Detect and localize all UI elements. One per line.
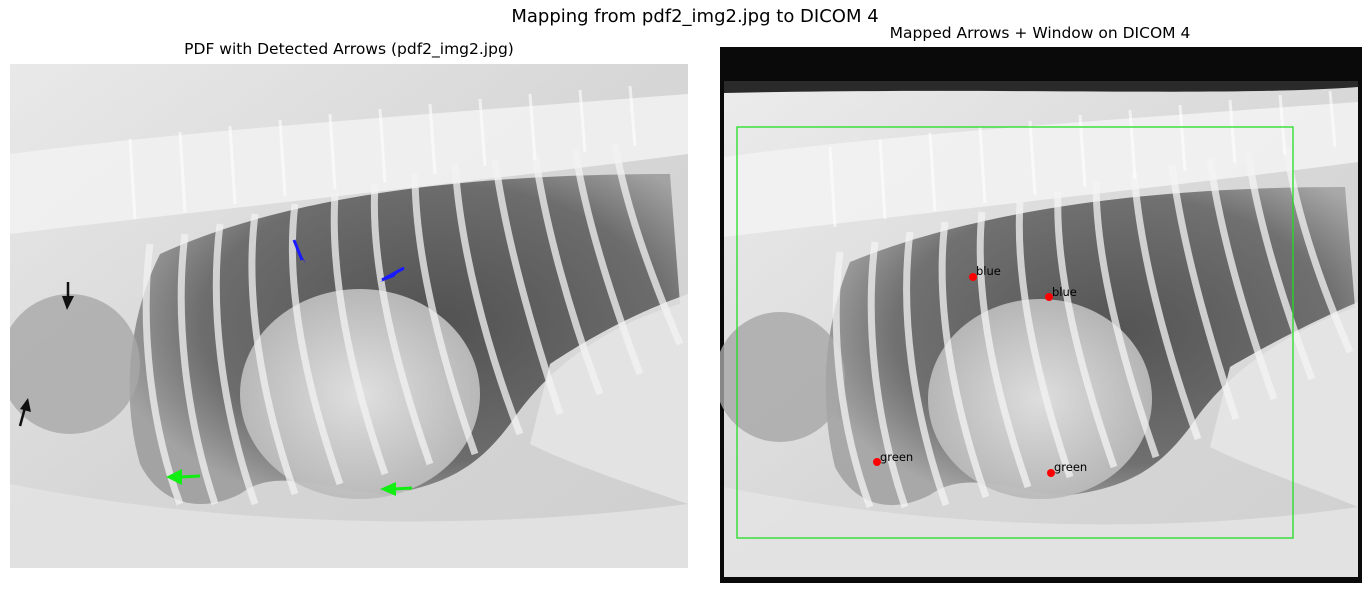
detected-arrow-blue-1 <box>292 239 306 264</box>
mapped-marker-label: green <box>1054 460 1087 474</box>
dicom-radiograph-panel: blue blue green green <box>720 47 1362 583</box>
mapped-marker-green-1: green <box>873 450 913 466</box>
mapped-marker-label: blue <box>976 264 1001 278</box>
right-panel-title: Mapped Arrows + Window on DICOM 4 <box>889 24 1191 42</box>
mapped-marker-label: blue <box>1052 285 1077 299</box>
detected-arrow-green-2 <box>380 482 413 496</box>
mapped-marker-blue-2: blue <box>1045 285 1077 301</box>
mapped-marker-label: green <box>880 450 913 464</box>
detected-arrow-black-2 <box>18 398 31 427</box>
left-panel-title: PDF with Detected Arrows (pdf2_img2.jpg) <box>184 40 514 58</box>
dicom-radiograph-image: blue blue green green <box>720 47 1362 583</box>
figure-suptitle: Mapping from pdf2_img2.jpg to DICOM 4 <box>511 6 879 27</box>
mapped-marker-green-2: green <box>1047 460 1087 477</box>
pdf-radiograph-image <box>10 64 688 568</box>
detected-arrow-blue-2 <box>380 266 405 282</box>
detected-arrow-black-1 <box>62 282 74 310</box>
pdf-radiograph-panel <box>10 64 688 568</box>
detected-arrow-green-1 <box>166 469 201 485</box>
mapped-window-rectangle <box>736 126 1294 539</box>
mapped-marker-blue-1: blue <box>969 264 1001 281</box>
